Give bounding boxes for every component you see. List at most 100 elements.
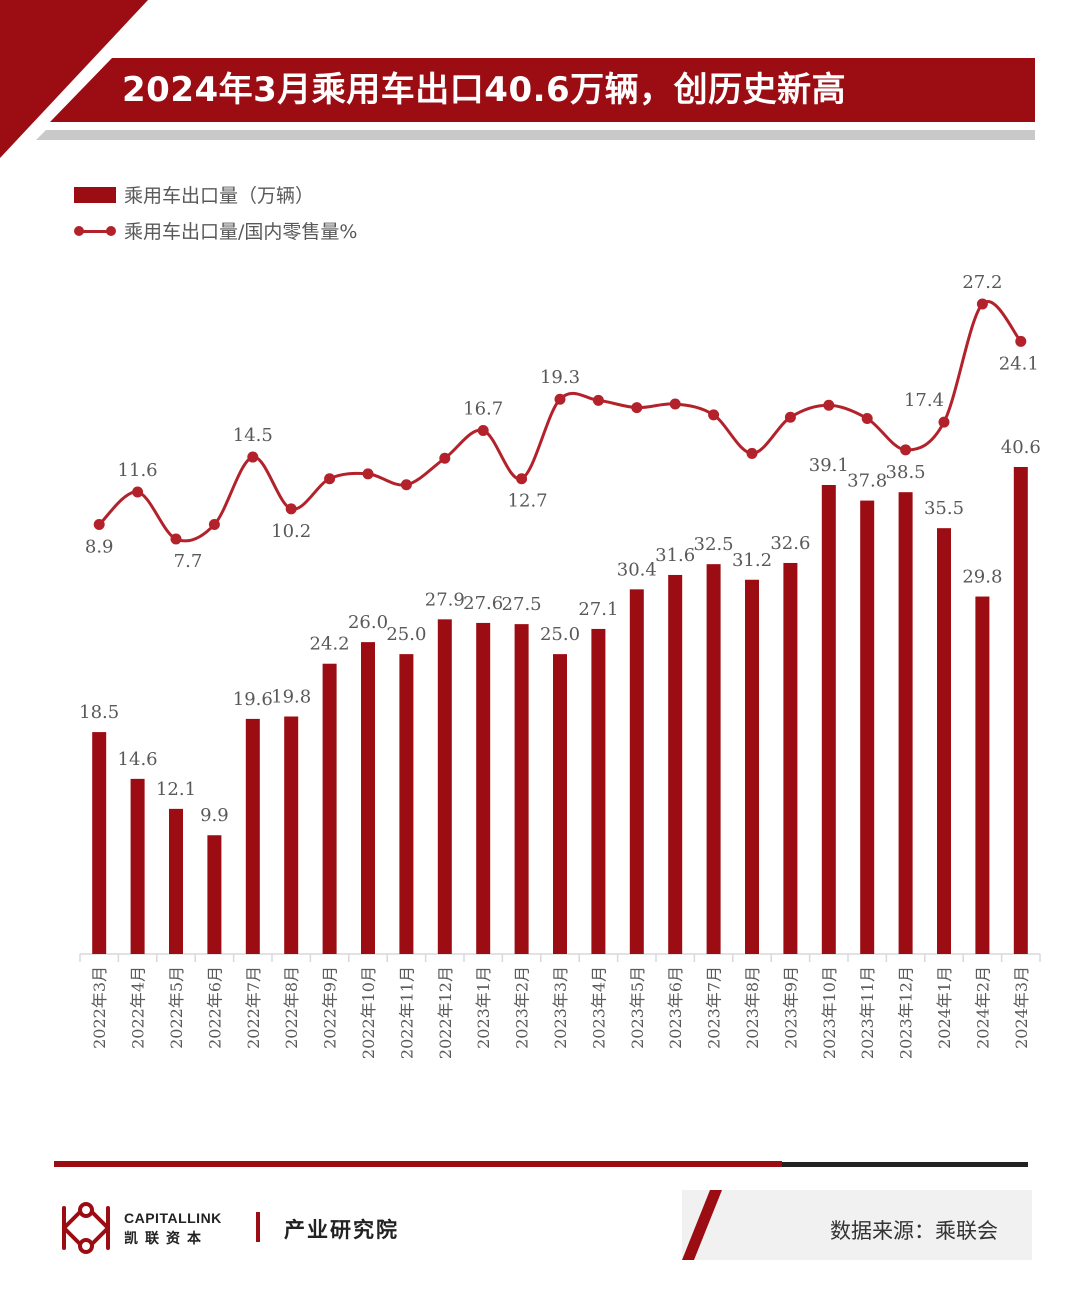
ratio-marker-16 [669, 398, 681, 410]
bar-value-label: 18.5 [79, 702, 119, 723]
x-tick-label: 2023年12月 [897, 966, 916, 1059]
capitallink-logo-icon [62, 1202, 110, 1254]
x-tick-label: 2023年8月 [743, 966, 762, 1049]
bar-value-label: 29.8 [962, 567, 1002, 588]
bar-25 [1013, 467, 1028, 954]
ratio-marker-21 [861, 412, 873, 424]
ratio-marker-11 [477, 425, 489, 437]
ratio-marker-20 [823, 399, 835, 411]
x-tick-label: 2023年11月 [858, 966, 877, 1059]
bar-22 [898, 492, 913, 954]
bar-value-label: 24.2 [310, 634, 350, 655]
ratio-marker-19 [784, 411, 796, 423]
bar-7 [322, 663, 337, 954]
ratio-marker-25 [1015, 335, 1027, 347]
ratio-marker-17 [708, 409, 720, 421]
ratio-marker-4 [208, 519, 220, 531]
bar-value-label: 32.6 [770, 533, 810, 554]
legend-label-bar: 乘用车出口量（万辆） [124, 185, 315, 207]
page-title: 2024年3月乘用车出口40.6万辆，创历史新高 [122, 70, 847, 110]
x-tick-label: 2022年3月 [90, 966, 109, 1049]
ratio-marker-18 [746, 447, 758, 459]
x-tick-label: 2024年2月 [973, 966, 992, 1049]
ratio-marker-22 [900, 444, 912, 456]
bar-16 [668, 574, 683, 954]
bar-6 [284, 716, 299, 954]
bar-15 [629, 589, 644, 954]
bar-value-label: 26.0 [348, 612, 388, 633]
ratio-value-label: 14.5 [233, 425, 273, 446]
bar-value-label: 32.5 [694, 534, 734, 555]
ratio-marker-9 [400, 479, 412, 491]
x-tick-label: 2022年6月 [205, 966, 224, 1049]
bar-3 [169, 808, 183, 954]
bar-value-label: 37.8 [847, 471, 887, 492]
x-tick-label: 2023年7月 [705, 966, 724, 1049]
legend-item-bar: 乘用车出口量（万辆） [74, 182, 314, 210]
legend-bar-swatch [74, 187, 116, 203]
ratio-value-label: 12.7 [508, 491, 548, 512]
bar-value-label: 27.9 [425, 589, 465, 610]
x-tick-label: 2022年4月 [129, 966, 148, 1049]
ratio-marker-7 [324, 473, 336, 485]
bar-11 [476, 622, 491, 954]
x-tick-label: 2024年3月 [1012, 966, 1031, 1049]
x-tick-label: 2023年1月 [474, 966, 493, 1049]
data-source: 数据来源：乘联会 [830, 1219, 998, 1243]
bar-23 [937, 528, 951, 954]
ratio-marker-12 [516, 473, 528, 485]
ratio-value-label: 19.3 [540, 367, 580, 388]
ratio-marker-2 [132, 486, 144, 498]
x-tick-label: 2023年4月 [589, 966, 608, 1049]
bar-value-label: 30.4 [617, 559, 657, 580]
ratio-marker-6 [285, 503, 297, 515]
bar-value-label: 38.5 [886, 462, 926, 483]
x-tick-label: 2023年3月 [551, 966, 570, 1049]
bar-value-label: 12.1 [156, 779, 196, 800]
bar-value-label: 35.5 [924, 498, 964, 519]
ratio-marker-14 [592, 394, 604, 406]
bar-value-label: 9.9 [200, 805, 229, 826]
bar-19 [783, 562, 798, 954]
ratio-value-label: 16.7 [463, 399, 503, 420]
x-tick-label: 2022年11月 [397, 966, 416, 1059]
bar-value-label: 27.5 [502, 594, 542, 615]
x-tick-label: 2023年10月 [820, 966, 839, 1059]
ratio-marker-24 [976, 298, 988, 310]
bar-value-label: 40.6 [1001, 437, 1041, 458]
chart: 18.514.612.19.919.619.824.226.025.027.92… [79, 272, 1041, 1059]
bar-18 [745, 579, 759, 954]
legend-line-swatch [74, 225, 116, 237]
bar-5 [245, 718, 260, 954]
title-banner [50, 58, 1035, 122]
ratio-marker-3 [170, 533, 182, 545]
institute-name: 产业研究院 [284, 1217, 399, 1242]
x-tick-label: 2023年5月 [628, 966, 647, 1049]
legend-label-line: 乘用车出口量/国内零售量% [124, 221, 358, 243]
bar-value-label: 25.0 [386, 624, 426, 645]
bar-24 [975, 596, 990, 954]
x-tick-label: 2024年1月 [935, 966, 954, 1049]
x-tick-label: 2022年7月 [244, 966, 263, 1049]
bar-value-label: 19.8 [271, 686, 311, 707]
bar-8 [361, 642, 375, 954]
brand-separator [256, 1212, 260, 1242]
bar-value-label: 31.6 [655, 545, 695, 566]
bar-value-label: 19.6 [233, 689, 273, 710]
ratio-value-label: 24.1 [999, 353, 1039, 374]
bar-value-label: 27.6 [463, 593, 503, 614]
ratio-value-label: 11.6 [118, 460, 158, 481]
bar-value-label: 27.1 [578, 599, 618, 620]
ratio-line [98, 300, 1022, 543]
source-box [682, 1190, 1032, 1260]
bar-20 [821, 484, 836, 954]
ratio-value-label: 10.2 [271, 521, 311, 542]
bar-17 [706, 564, 721, 954]
footer-rule-dark [782, 1162, 1028, 1167]
bar-1 [92, 732, 107, 954]
bar-13 [553, 654, 567, 954]
bar-14 [591, 628, 606, 954]
bar-value-label: 39.1 [809, 455, 849, 476]
bar-10 [437, 619, 452, 954]
ratio-marker-13 [554, 393, 566, 405]
